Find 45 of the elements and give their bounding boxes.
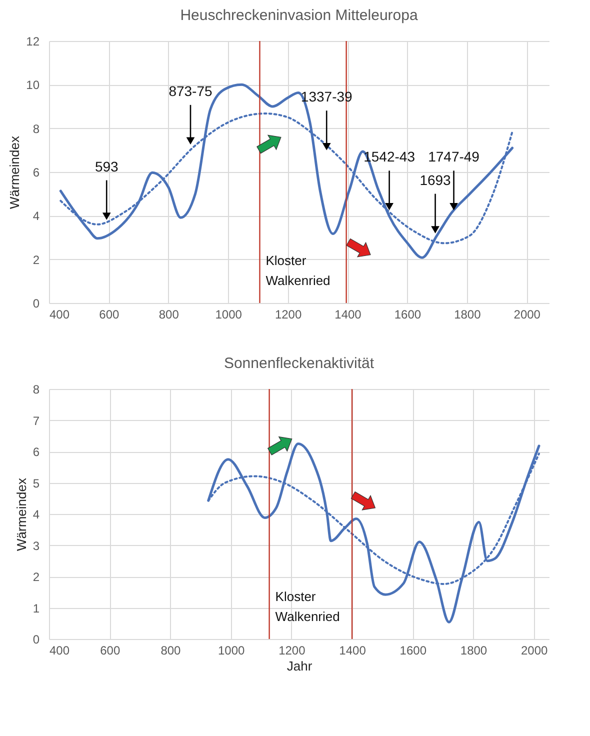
y-tick-label: 2: [32, 252, 40, 267]
chart-title: Sonnenfleckenaktivität: [224, 355, 375, 372]
x-tick-label: 600: [99, 308, 120, 322]
x-tick-label: 1200: [274, 308, 302, 322]
x-tick-label: 800: [160, 644, 182, 658]
y-tick-label: 0: [32, 296, 40, 310]
x-tick-label: 1000: [215, 308, 242, 322]
x-tick-label: 1600: [400, 644, 427, 658]
x-axis-title: Jahr: [286, 658, 313, 674]
x-tick-label: 400: [50, 644, 70, 658]
y-tick-label: 2: [32, 570, 40, 584]
annotation: 1693: [420, 172, 452, 188]
x-tick-label: 1400: [339, 644, 366, 658]
y-tick-label: 8: [32, 382, 40, 396]
y-tick-label: 5: [32, 476, 40, 490]
chart-title: Heuschreckeninvasion Mitteleuropa: [180, 7, 418, 24]
y-tick-label: 1: [32, 601, 40, 616]
y-axis-title: Wärmeindex: [14, 478, 29, 551]
x-tick-label: 800: [158, 308, 180, 322]
y-tick-label: 4: [32, 209, 40, 224]
x-tick-label: 400: [50, 308, 70, 322]
y-tick-label: 8: [32, 122, 40, 136]
annotation: 593: [94, 158, 119, 174]
y-tick-label: 0: [32, 632, 40, 646]
x-tick-label: 1200: [278, 644, 306, 658]
annotation: 1747-49: [428, 148, 480, 165]
x-tick-label: 1600: [394, 308, 422, 322]
y-tick-label: 10: [26, 78, 40, 92]
x-tick-label: 2000: [514, 308, 541, 322]
x-tick-label: 2000: [520, 644, 548, 658]
x-tick-label: 1800: [460, 644, 488, 658]
annotation: 873-75: [168, 82, 212, 99]
x-tick-label: 1800: [454, 308, 482, 322]
y-tick-label: 6: [32, 166, 40, 180]
y-tick-label: 4: [32, 508, 40, 522]
y-tick-label: 12: [26, 34, 40, 48]
x-tick-label: 1000: [218, 644, 245, 658]
y-axis-title: Wärmeindex: [7, 136, 22, 209]
x-tick-label: 600: [100, 644, 120, 658]
y-tick-label: 6: [32, 445, 40, 459]
y-tick-label: 7: [32, 414, 40, 428]
ref-line-label: Kloster Walkenried: [275, 589, 340, 624]
x-tick-label: 1400: [334, 308, 362, 322]
y-tick-label: 3: [32, 538, 40, 553]
ref-line-label: Kloster Walkenried: [266, 253, 330, 288]
